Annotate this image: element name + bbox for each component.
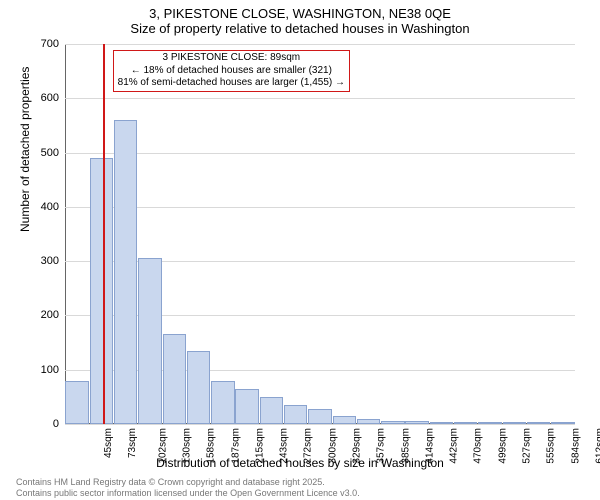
ytick-label: 300 — [41, 255, 59, 267]
plot: 010020030040050060070045sqm73sqm102sqm13… — [65, 44, 575, 424]
histogram-bar — [90, 158, 113, 424]
y-axis-label: Number of detached properties — [18, 67, 32, 232]
grid-line — [65, 153, 575, 154]
footer-line1: Contains HM Land Registry data © Crown c… — [16, 477, 360, 487]
xtick-label: 73sqm — [127, 428, 138, 458]
reference-marker-line — [103, 44, 105, 424]
histogram-bar — [551, 422, 574, 424]
histogram-bar — [65, 381, 88, 424]
histogram-bar — [405, 421, 428, 424]
annotation-line: 3 PIKESTONE CLOSE: 89sqm — [118, 52, 345, 65]
histogram-bar — [114, 120, 137, 424]
title-address: 3, PIKESTONE CLOSE, WASHINGTON, NE38 0QE — [0, 6, 600, 21]
xtick-label: 45sqm — [103, 428, 114, 458]
annotation-line: 81% of semi-detached houses are larger (… — [118, 77, 345, 90]
histogram-bar — [163, 334, 186, 424]
histogram-bar — [430, 422, 453, 424]
title-subtitle: Size of property relative to detached ho… — [0, 21, 600, 36]
title-block: 3, PIKESTONE CLOSE, WASHINGTON, NE38 0QE… — [0, 0, 600, 36]
chart-container: 3, PIKESTONE CLOSE, WASHINGTON, NE38 0QE… — [0, 0, 600, 500]
histogram-bar — [284, 405, 307, 424]
y-axis-line — [65, 44, 66, 424]
histogram-bar — [308, 409, 331, 424]
annotation-box: 3 PIKESTONE CLOSE: 89sqm← 18% of detache… — [113, 50, 350, 92]
histogram-bar — [454, 422, 477, 424]
ytick-label: 400 — [41, 201, 59, 213]
histogram-bar — [357, 419, 380, 424]
footer-line2: Contains public sector information licen… — [16, 488, 360, 498]
histogram-bar — [527, 422, 550, 424]
histogram-bar — [138, 258, 161, 424]
annotation-line: ← 18% of detached houses are smaller (32… — [118, 65, 345, 78]
histogram-bar — [235, 389, 258, 424]
histogram-bar — [381, 421, 404, 424]
histogram-bar — [260, 397, 283, 424]
histogram-bar — [478, 422, 501, 424]
grid-line — [65, 98, 575, 99]
grid-line — [65, 424, 575, 425]
histogram-bar — [333, 416, 356, 424]
histogram-bar — [211, 381, 234, 424]
grid-line — [65, 207, 575, 208]
ytick-label: 700 — [41, 38, 59, 50]
ytick-label: 0 — [53, 418, 59, 430]
chart-plot-area: 010020030040050060070045sqm73sqm102sqm13… — [65, 44, 575, 424]
histogram-bar — [187, 351, 210, 424]
footer-attribution: Contains HM Land Registry data © Crown c… — [16, 477, 360, 498]
grid-line — [65, 44, 575, 45]
histogram-bar — [503, 422, 526, 424]
ytick-label: 500 — [41, 147, 59, 159]
ytick-label: 100 — [41, 364, 59, 376]
ytick-label: 200 — [41, 309, 59, 321]
ytick-label: 600 — [41, 92, 59, 104]
x-axis-label: Distribution of detached houses by size … — [0, 456, 600, 470]
